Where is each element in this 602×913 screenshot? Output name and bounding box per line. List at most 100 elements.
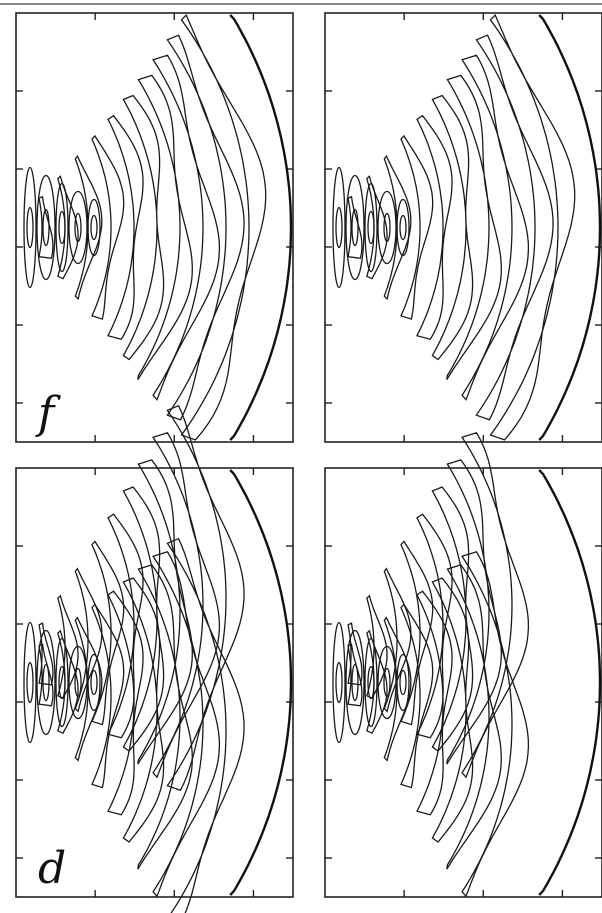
contour-ring <box>137 74 193 380</box>
contour-ring-upper <box>446 459 502 765</box>
panel-frame <box>324 467 602 898</box>
contour-ring-upper <box>383 567 412 713</box>
contour-ring <box>166 34 245 421</box>
source-contour <box>332 621 346 744</box>
source-contour <box>87 198 101 257</box>
source-contour <box>364 182 378 273</box>
source-contour <box>345 629 365 736</box>
contour-ring-lower <box>57 629 79 735</box>
source-contour <box>396 198 410 257</box>
source-contour <box>23 166 37 289</box>
source-contour <box>23 621 37 744</box>
contour-ring-lower <box>122 577 165 843</box>
contour-ring-lower <box>416 590 453 816</box>
panel-bottom-right <box>324 432 602 898</box>
contour-ring-lower <box>166 537 245 913</box>
source-contour <box>335 661 343 704</box>
source-contour <box>58 665 66 700</box>
source-contour <box>74 667 82 698</box>
panel-frame <box>15 467 294 898</box>
contour-ring <box>446 74 502 380</box>
source-contour <box>396 653 410 712</box>
contour-ring-lower <box>461 551 530 898</box>
contour-ring-upper <box>137 459 193 765</box>
wave-front-arc <box>229 14 293 441</box>
contour-ring <box>74 154 103 301</box>
contour-ring-lower <box>446 564 502 870</box>
source-contour <box>367 210 375 245</box>
source-contour <box>90 214 98 241</box>
source-contour <box>26 206 34 249</box>
source-contour <box>68 645 88 720</box>
contour-ring-upper <box>166 404 245 792</box>
contour-ring-upper <box>38 622 54 686</box>
contour-ring-lower <box>91 603 125 789</box>
wave-front-arc <box>229 469 293 896</box>
source-contour <box>383 667 391 698</box>
source-contour <box>90 669 98 696</box>
contour-ring-upper <box>57 594 79 700</box>
contour-ring <box>91 134 125 320</box>
source-contour <box>399 669 407 696</box>
contour-ring-upper <box>91 540 125 726</box>
contour-ring <box>107 114 144 341</box>
source-contour <box>332 166 346 289</box>
source-contour <box>58 210 66 245</box>
source-contour <box>42 663 50 702</box>
contour-ring-lower <box>400 603 434 789</box>
contour-ring <box>57 175 79 280</box>
source-contour <box>335 206 343 249</box>
panel-top-right <box>324 12 602 443</box>
source-contour <box>345 174 365 281</box>
source-contour <box>74 212 82 243</box>
source-contour <box>55 637 69 728</box>
contour-ring <box>366 175 388 280</box>
panel-label: d <box>38 843 66 894</box>
panel-bottom-left: d <box>15 404 294 913</box>
contour-ring-upper <box>74 567 103 713</box>
source-contour <box>377 190 397 265</box>
source-contour <box>377 645 397 720</box>
contour-ring-upper <box>152 432 221 779</box>
panel-frame <box>15 12 294 443</box>
contour-ring-lower <box>107 590 144 816</box>
source-contour <box>42 208 50 247</box>
source-contour <box>55 182 69 273</box>
contour-ring-upper <box>366 594 388 700</box>
source-contour <box>399 214 407 241</box>
contour-ring-lower <box>431 577 474 843</box>
contour-ring-upper <box>461 432 530 779</box>
contour-ring <box>431 94 474 361</box>
contour-ring-upper <box>107 513 144 739</box>
source-contour <box>367 665 375 700</box>
contour-ring <box>122 94 165 361</box>
panel-top-left: f <box>15 12 294 443</box>
source-contour <box>364 637 378 728</box>
wave-front-arc <box>538 469 602 896</box>
contour-ring <box>152 54 221 401</box>
contour-ring-lower <box>366 629 388 735</box>
contour-ring <box>489 13 576 441</box>
contour-ring-lower <box>152 551 221 898</box>
wave-front-arc <box>538 14 602 441</box>
contour-ring-upper <box>416 513 453 739</box>
contour-ring-upper <box>400 540 434 726</box>
source-contour <box>351 208 359 247</box>
panels-group: fd <box>15 12 602 913</box>
contour-ring-lower <box>137 564 193 870</box>
contour-ring <box>383 154 412 301</box>
contour-ring <box>461 54 530 401</box>
source-contour <box>36 174 56 281</box>
source-contour <box>351 663 359 702</box>
contour-ring-upper <box>347 622 363 686</box>
contour-ring <box>180 13 267 441</box>
panel-frame <box>324 12 602 443</box>
contour-ring <box>416 114 453 341</box>
contour-ring <box>400 134 434 320</box>
source-contour <box>26 661 34 704</box>
source-contour <box>383 212 391 243</box>
source-contour <box>87 653 101 712</box>
contour-ring <box>475 34 554 421</box>
source-contour <box>36 629 56 736</box>
